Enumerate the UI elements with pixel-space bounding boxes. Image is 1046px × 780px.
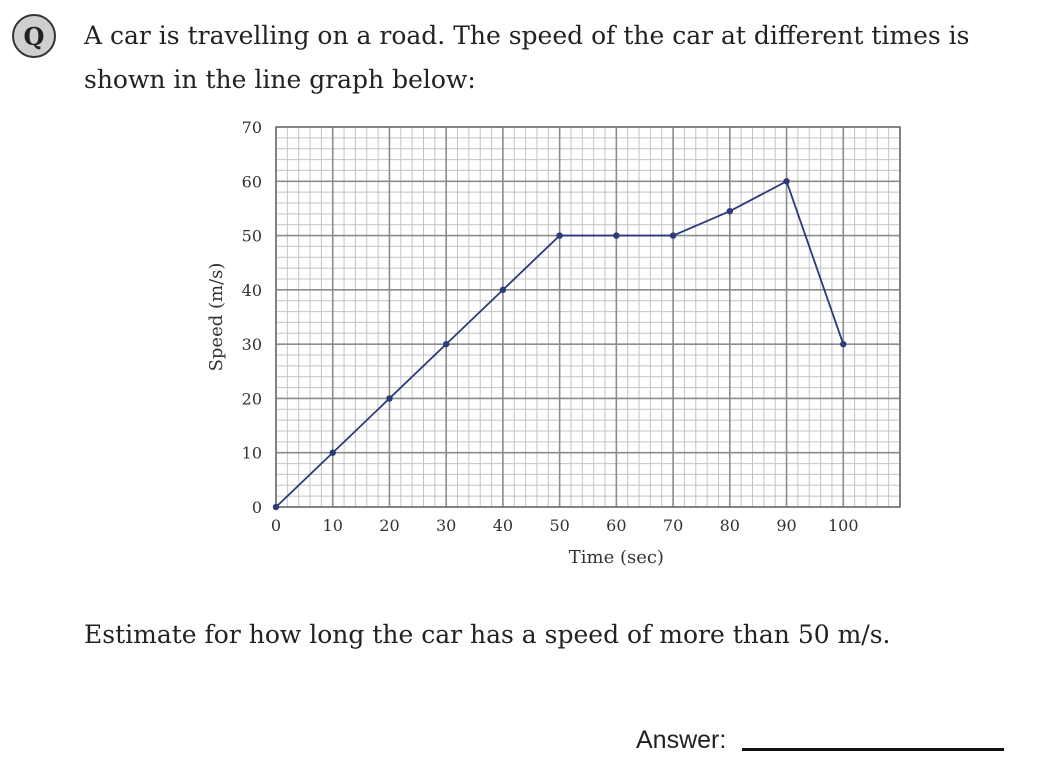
y-tick-label: 0 <box>252 498 262 517</box>
y-tick-label: 50 <box>242 227 262 246</box>
data-point <box>499 286 507 294</box>
data-point <box>840 340 847 348</box>
x-tick-label: 90 <box>776 516 796 535</box>
x-tick-label: 10 <box>323 516 343 535</box>
data-point <box>442 340 450 348</box>
x-axis-label: Time (sec) <box>569 547 664 568</box>
y-tick-label: 40 <box>242 281 262 300</box>
data-point <box>556 232 563 239</box>
y-tick-label: 20 <box>242 389 262 408</box>
plot-border <box>275 126 901 508</box>
x-tick-label: 70 <box>663 516 683 535</box>
data-point <box>386 395 393 402</box>
x-tick-label: 20 <box>379 516 399 535</box>
answer-blank-line[interactable] <box>742 748 1005 751</box>
x-tick-label: 50 <box>549 516 569 535</box>
x-tick-label: 60 <box>606 516 626 535</box>
x-tick-label: 0 <box>271 516 281 535</box>
data-point <box>726 207 734 215</box>
answer-area: Answer: <box>636 726 1005 755</box>
y-tick-label: 60 <box>242 172 262 191</box>
data-point <box>613 232 620 239</box>
speed-time-chart: 0 10 20 30 40 50 60 70 80 90 100 0 10 20 30 40 50 60 70 Tim… <box>206 118 901 568</box>
question-prompt: Estimate for how long the car has a spee… <box>84 620 891 649</box>
data-point <box>783 178 790 185</box>
y-tick-label: 30 <box>242 335 262 354</box>
y-axis-label: Speed (m/s) <box>206 263 227 372</box>
x-tick-label: 40 <box>493 516 513 535</box>
y-tick-label: 70 <box>242 118 262 137</box>
data-point <box>329 449 336 456</box>
data-point <box>669 232 677 239</box>
x-tick-label: 100 <box>828 516 859 535</box>
question-text: A car is travelling on a road. The speed… <box>84 21 970 94</box>
x-tick-label: 80 <box>720 516 740 535</box>
question-badge: Q <box>12 14 56 58</box>
answer-label: Answer: <box>636 726 727 754</box>
y-tick-label: 10 <box>242 444 262 463</box>
x-tick-label: 30 <box>436 516 456 535</box>
data-point <box>272 503 280 511</box>
